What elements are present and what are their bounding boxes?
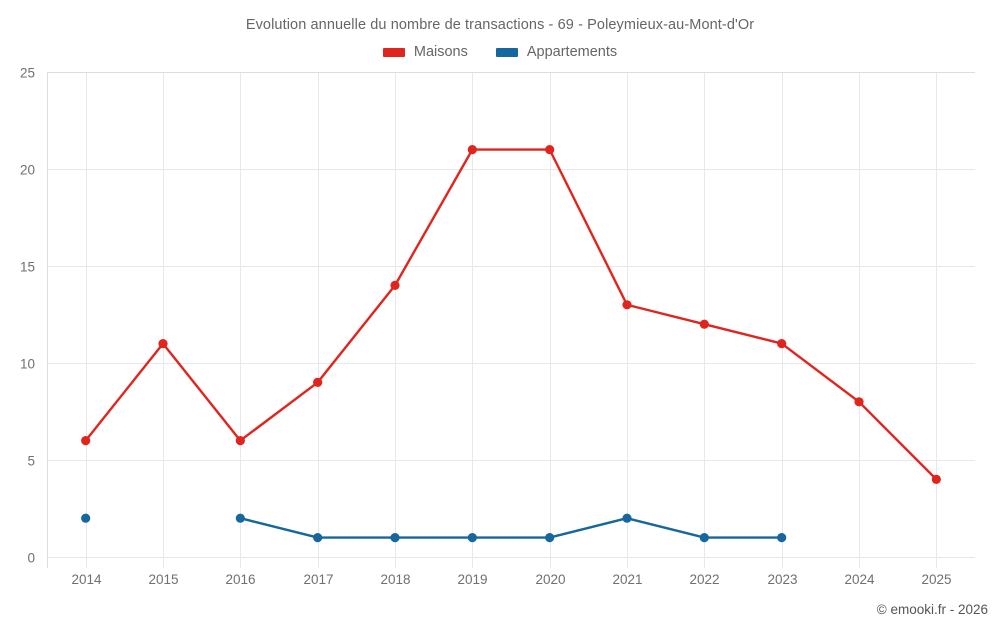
y-axis-tick-label: 0 xyxy=(27,551,35,566)
data-point-appartements-2018[interactable] xyxy=(390,533,400,543)
y-axis-tick-label: 20 xyxy=(20,163,35,178)
x-axis-tick-label: 2023 xyxy=(767,572,797,587)
data-point-appartements-2020[interactable] xyxy=(545,533,555,543)
data-point-maisons-2018[interactable] xyxy=(390,280,400,290)
data-point-appartements-2022[interactable] xyxy=(699,533,709,543)
series-line-maisons xyxy=(84,148,938,481)
data-point-maisons-2015[interactable] xyxy=(158,339,168,349)
data-point-maisons-2022[interactable] xyxy=(699,319,709,329)
x-axis-tick-label: 2014 xyxy=(71,572,102,587)
x-axis-tick-label: 2020 xyxy=(535,572,565,587)
legend-item-maisons[interactable]: Maisons xyxy=(382,44,468,60)
x-axis-tick-label: 2015 xyxy=(148,572,178,587)
series-line-appartements xyxy=(239,517,783,539)
y-axis-tick-label: 25 xyxy=(20,66,35,81)
legend-label-appartements: Appartements xyxy=(526,44,618,60)
footer-credit: © emooki.fr - 2026 xyxy=(876,602,988,617)
data-point-maisons-2014[interactable] xyxy=(81,436,91,446)
data-point-appartements-2023[interactable] xyxy=(777,533,787,543)
x-axis-tick-label: 2025 xyxy=(921,572,951,587)
x-axis-tick-label: 2017 xyxy=(303,572,333,587)
x-axis-tick-label: 2018 xyxy=(380,572,410,587)
y-axis-tick-label: 5 xyxy=(27,454,35,469)
chart-legend: Maisons Appartements xyxy=(0,44,1000,60)
x-axis-tick-label: 2022 xyxy=(689,572,719,587)
data-point-maisons-2024[interactable] xyxy=(854,397,864,407)
data-point-appartements-2021[interactable] xyxy=(622,513,632,523)
data-point-appartements-2014[interactable] xyxy=(81,513,91,523)
legend-item-appartements[interactable]: Appartements xyxy=(495,44,618,60)
data-point-appartements-2017[interactable] xyxy=(313,533,323,543)
x-axis-tick-label: 2021 xyxy=(612,572,642,587)
data-point-maisons-2025[interactable] xyxy=(931,474,941,484)
data-point-maisons-2016[interactable] xyxy=(235,436,245,446)
x-axis-tick-label: 2019 xyxy=(457,572,487,587)
x-axis-tick-label: 2024 xyxy=(844,572,875,587)
data-point-maisons-2017[interactable] xyxy=(313,377,323,387)
data-point-maisons-2019[interactable] xyxy=(467,145,477,155)
x-axis-tick-label: 2016 xyxy=(225,572,255,587)
y-axis-tick-label: 10 xyxy=(20,357,35,372)
data-point-appartements-2016[interactable] xyxy=(235,513,245,523)
data-point-maisons-2021[interactable] xyxy=(622,300,632,310)
chart-title: Evolution annuelle du nombre de transact… xyxy=(245,17,755,33)
data-point-maisons-2023[interactable] xyxy=(777,339,787,349)
legend-swatch-appartements xyxy=(495,47,518,57)
y-axis-tick-label: 15 xyxy=(20,260,35,275)
legend-label-maisons: Maisons xyxy=(413,44,468,60)
legend-swatch-maisons xyxy=(382,47,405,57)
data-point-maisons-2020[interactable] xyxy=(545,145,555,155)
data-point-appartements-2019[interactable] xyxy=(467,533,477,543)
